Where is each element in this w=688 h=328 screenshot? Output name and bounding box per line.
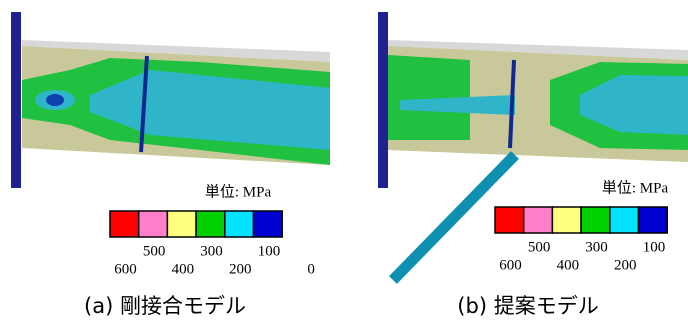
caption: (b) 提案モデル [457,294,598,318]
legend-swatch [167,211,196,237]
legend-swatch [552,207,581,233]
legend-swatch [196,211,225,237]
legend-label: 600 [114,261,137,277]
legend-swatch [524,207,553,233]
legend-label: 200 [229,261,252,277]
legend-label: 200 [614,257,637,273]
legend-swatch [139,211,168,237]
legend-label: 400 [172,261,195,277]
legend-label: 100 [258,243,281,259]
legend-label: 500 [143,243,166,259]
legend-label: 400 [557,257,580,273]
legend-label: 600 [499,257,522,273]
legend-label: 100 [643,239,666,255]
caption: (a) 剛接合モデル [84,294,246,318]
legend-swatch [610,207,639,233]
legend-label: 0 [307,261,315,277]
figure: 単位: MPa 500 300 100 600 400 200 0 (a) 剛接合モデル 単位: … [0,0,688,328]
legend-label: 300 [200,243,223,259]
unit-label: 単位: MPa [205,183,272,200]
legend-swatch [581,207,610,233]
fea-model-a [11,12,330,188]
legend-label: 300 [585,239,608,255]
legend-swatch [225,211,254,237]
legend-swatch [254,211,283,237]
legend-swatch [110,211,139,237]
legend-swatch [639,207,668,233]
unit-label: 単位: MPa [602,179,669,196]
legend-swatch [495,207,524,233]
legend-label: 500 [528,239,551,255]
